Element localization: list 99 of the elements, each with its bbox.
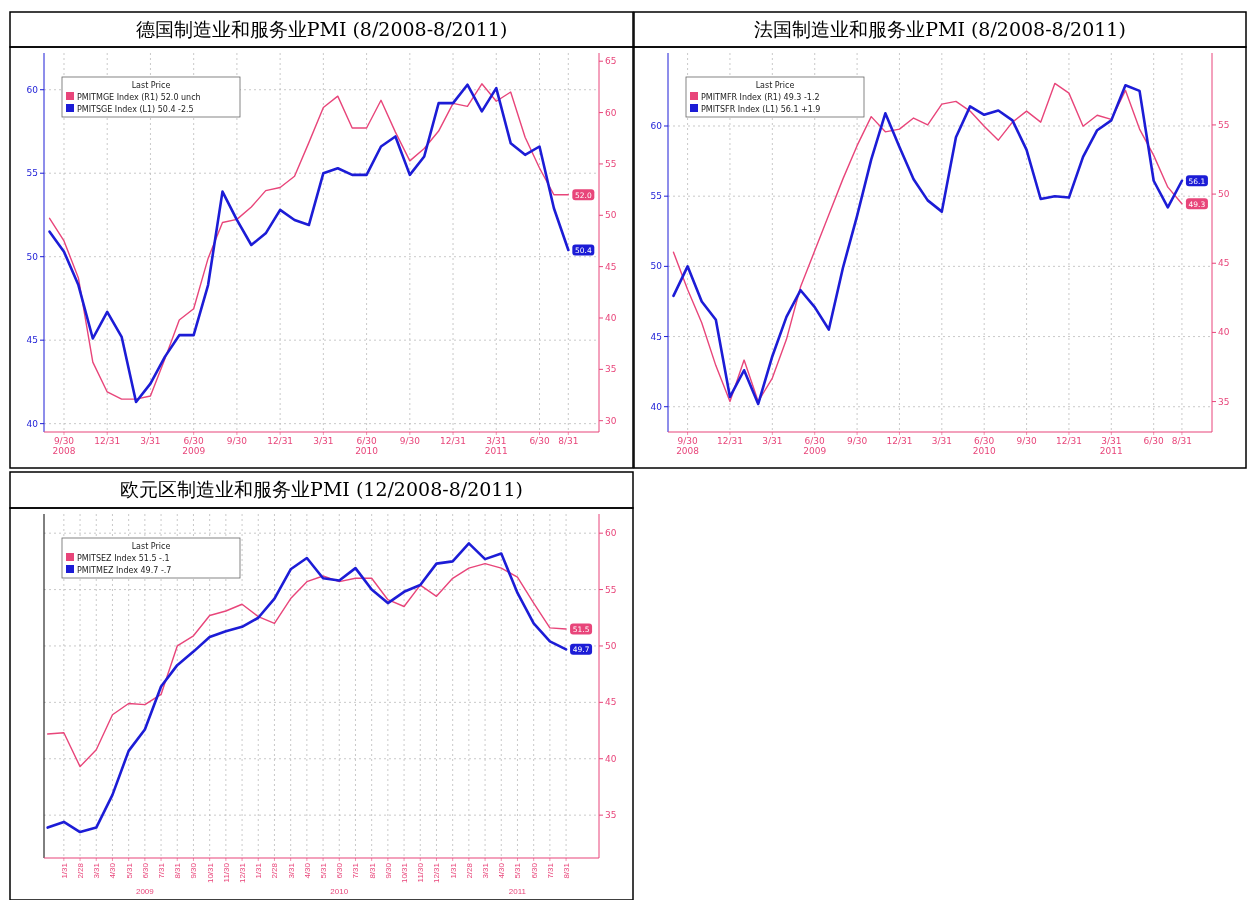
y2-tick-label: 55 [1218, 119, 1230, 130]
x-tick-label: 8/31 [1171, 436, 1193, 446]
x-tick-label: 6/30 [529, 436, 550, 446]
x-tick-label: 7/31 [545, 862, 555, 879]
y2-tick-label: 35 [605, 810, 617, 821]
x-tick-label: 1/31 [254, 862, 264, 879]
y2-tick-label: 55 [605, 584, 617, 595]
x-tick-label: 12/31 [267, 436, 294, 446]
x-tick-label: 12/31 [432, 862, 442, 884]
x-tick-label: 6/30 2010 [330, 862, 349, 896]
x-tick-label: 6/30 2009 [182, 436, 206, 457]
x-tick-label: 8/31 [562, 862, 572, 879]
y-tick-label: 50 [26, 251, 39, 262]
x-tick-label: 3/31 [481, 862, 491, 879]
legend-label: PMITSGE Index (L1) 50.4 -2.5 [77, 104, 194, 114]
x-tick-label: 9/30 [226, 436, 248, 446]
x-tick-label: 12/31 [716, 436, 743, 446]
y2-tick-label: 40 [605, 753, 617, 764]
x-tick-label: 2/28 [270, 862, 280, 879]
x-tick-label: 6/30 2010 [972, 436, 996, 457]
y-tick-label: 50 [650, 261, 663, 272]
x-tick-label: 2/28 [464, 862, 474, 879]
x-tick-label: 11/30 [221, 862, 231, 883]
legend-title: Last Price [131, 81, 171, 90]
y2-tick-label: 40 [605, 312, 617, 323]
y-tick-label: 60 [26, 84, 39, 95]
y2-tick-label: 50 [605, 210, 617, 221]
x-tick-label: 12/31 [886, 436, 913, 446]
x-tick-label: 4/30 [497, 862, 507, 879]
y2-tick-label: 35 [605, 364, 617, 375]
x-tick-label: 8/31 [558, 436, 579, 446]
x-tick-label: 3/31 [140, 436, 161, 446]
x-tick-label: 6/30 2010 [355, 436, 379, 457]
x-tick-label: 9/30 [189, 862, 199, 879]
legend-label: PMITMFR Index (R1) 49.3 -1.2 [701, 92, 820, 102]
y2-tick-label: 55 [605, 158, 617, 169]
x-tick-label: 3/31 [931, 436, 952, 446]
x-tick-label: 12/31 [94, 436, 121, 446]
y-tick-label: 55 [26, 168, 38, 179]
legend-title: Last Price [131, 542, 171, 551]
x-tick-label: 3/31 2011 [484, 436, 508, 457]
x-tick-label: 8/31 [367, 862, 377, 879]
x-tick-label: 9/30 [399, 436, 421, 446]
x-tick-label: 12/31 [238, 862, 248, 884]
chart-title: 法国制造业和服务业PMI (8/2008-8/2011) [754, 18, 1126, 40]
x-tick-label: 7/31 [351, 862, 361, 879]
x-tick-label: 3/31 [762, 436, 783, 446]
x-tick-label: 8/31 [173, 862, 183, 879]
x-tick-label: 9/30 [383, 862, 393, 879]
y2-tick-label: 60 [605, 107, 617, 118]
x-tick-label: 6/30 [529, 862, 539, 879]
chart-title: 欧元区制造业和服务业PMI (12/2008-8/2011) [120, 478, 523, 500]
x-tick-label: 11/30 [416, 862, 426, 883]
y2-tick-label: 45 [1218, 258, 1230, 269]
y2-tick-label: 35 [1218, 396, 1230, 407]
y-tick-label: 45 [650, 331, 662, 342]
x-tick-label: 9/30 2008 [52, 436, 76, 457]
legend-label: PMITMEZ Index 49.7 -.7 [77, 565, 172, 575]
y-tick-label: 45 [26, 335, 38, 346]
legend-title: Last Price [755, 81, 795, 90]
x-tick-label: 5/31 2011 [508, 862, 527, 896]
y-tick-label: 40 [650, 401, 663, 412]
x-tick-label: 1/31 [448, 862, 458, 879]
y-tick-label: 60 [650, 120, 663, 131]
y2-tick-label: 65 [605, 56, 617, 67]
x-tick-label: 6/30 [1143, 436, 1165, 446]
x-tick-label: 6/30 2009 [803, 436, 827, 457]
x-tick-label: 9/30 [1016, 436, 1037, 446]
x-tick-label: 2/28 [76, 862, 86, 879]
x-tick-label: 4/30 [302, 862, 312, 879]
y2-tick-label: 50 [1218, 189, 1230, 200]
chart-title: 德国制造业和服务业PMI (8/2008-8/2011) [135, 18, 508, 40]
x-tick-label: 9/30 [846, 436, 868, 446]
x-tick-label: 5/31 [124, 862, 134, 879]
x-tick-label: 12/31 [1055, 436, 1082, 446]
x-tick-label: 7/31 [157, 862, 167, 879]
y2-tick-label: 50 [605, 640, 617, 651]
x-tick-label: 1/31 [59, 862, 69, 879]
legend-label: PMITSFR Index (L1) 56.1 +1.9 [701, 104, 821, 114]
x-tick-label: 9/30 2008 [676, 436, 700, 457]
y-tick-label: 55 [650, 191, 662, 202]
y-tick-label: 40 [26, 418, 39, 429]
x-tick-label: 12/31 [440, 436, 467, 446]
y2-tick-label: 45 [605, 261, 617, 272]
y2-tick-label: 60 [605, 528, 617, 539]
x-tick-label: 3/31 [286, 862, 296, 879]
x-tick-label: 3/31 2011 [1099, 436, 1123, 457]
x-tick-label: 3/31 [92, 862, 102, 879]
x-tick-label: 4/30 [108, 862, 118, 879]
x-tick-label: 5/31 [319, 862, 329, 879]
y2-tick-label: 40 [1218, 327, 1230, 338]
y2-tick-label: 45 [605, 697, 617, 708]
x-tick-label: 3/31 [313, 436, 334, 446]
x-tick-label: 10/31 [400, 862, 410, 884]
x-tick-label: 10/31 [205, 862, 215, 884]
legend-label: PMITMGE Index (R1) 52.0 unch [77, 92, 201, 102]
x-tick-label: 6/30 2009 [135, 862, 155, 896]
y2-tick-label: 30 [605, 415, 617, 426]
legend-label: PMITSEZ Index 51.5 -.1 [77, 553, 170, 563]
